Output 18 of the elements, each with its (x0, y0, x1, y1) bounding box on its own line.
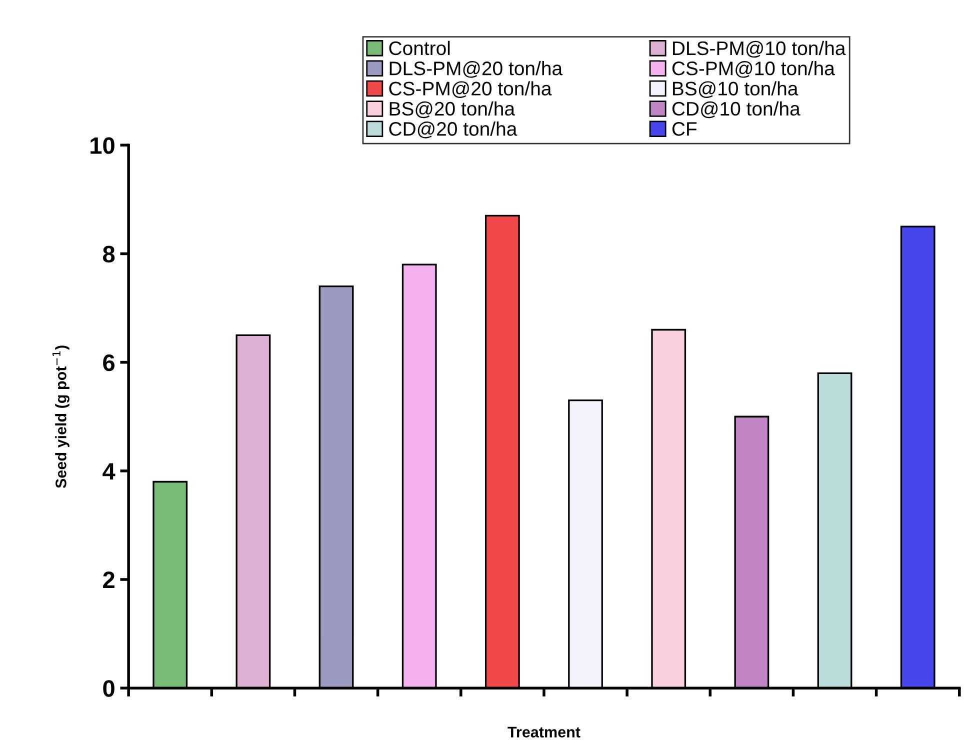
legend-label: CD@10 ton/ha (672, 101, 800, 118)
legend-label: Control (389, 40, 450, 56)
legend-label: CS-PM@10 ton/ha (672, 61, 835, 78)
y-tick-label: 10 (90, 137, 114, 154)
y-tick-label: 2 (103, 572, 114, 588)
y-tick-label: 6 (103, 354, 115, 372)
legend-label: BS@10 ton/ha (673, 81, 798, 98)
legend-label: DLS-PM@10 ton/ha (673, 40, 846, 58)
legend-label: CF (672, 122, 697, 136)
y-tick-label: 0 (103, 680, 114, 697)
legend-label: DLS-PM@20 ton/ha (390, 61, 563, 78)
legend-label: BS@20 ton/ha (390, 101, 516, 118)
legend-label: CS-PM@20 ton/ha (389, 81, 552, 98)
x-axis-title: Treatment (508, 726, 580, 738)
y-tick-label: 8 (102, 246, 115, 263)
y-axis-title: Seed yield (g pot$^{−1}$) (52, 346, 70, 488)
legend-label: CD@20 ton/ha (389, 122, 518, 138)
y-tick-label: 4 (102, 463, 116, 480)
